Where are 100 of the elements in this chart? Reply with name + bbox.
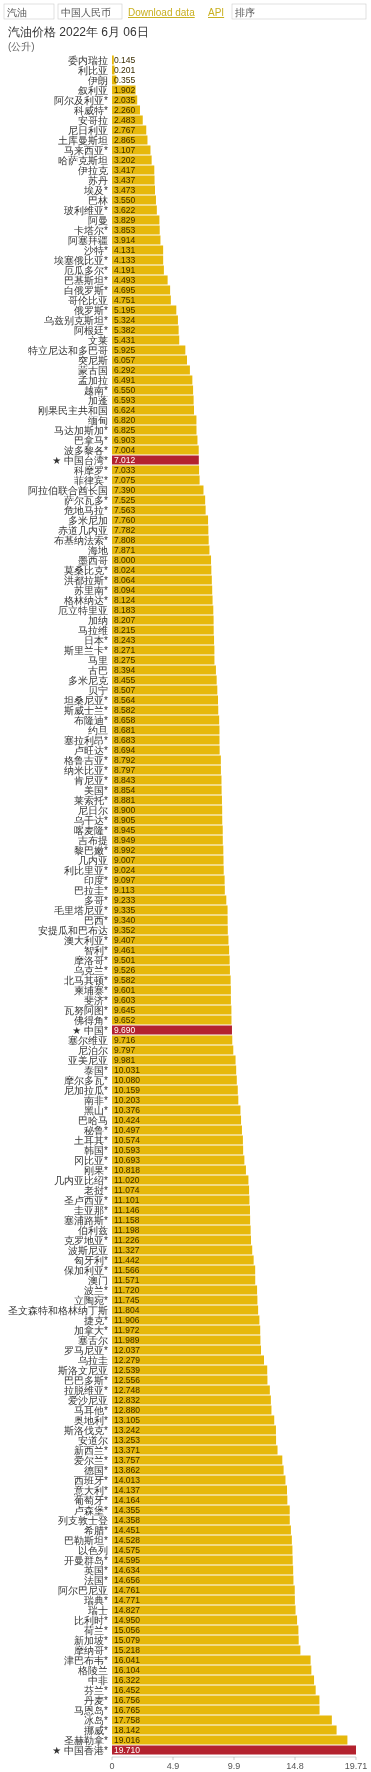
data-label: 3.417	[114, 165, 136, 175]
data-label: 6.550	[114, 385, 136, 395]
y-tick-label: 沙特*	[84, 244, 109, 256]
data-label: 9.007	[114, 855, 136, 865]
y-tick-label: 玻利维亚*	[64, 204, 109, 216]
data-label: 11.571	[114, 1275, 140, 1285]
data-label: 8.843	[114, 775, 136, 785]
data-label: 8.905	[114, 815, 136, 825]
data-label: 8.658	[114, 715, 136, 725]
y-tick-label: 瑞典*	[84, 1594, 109, 1606]
data-label: 5.925	[114, 345, 136, 355]
y-tick-label: 巴拿马*	[74, 434, 109, 446]
data-label: 17.758	[114, 1715, 141, 1725]
data-label: 10.693	[114, 1155, 141, 1165]
data-label: 10.497	[114, 1125, 141, 1135]
y-tick-label: 肯尼亚*	[74, 774, 109, 786]
data-label: 13.242	[114, 1425, 141, 1435]
data-label: 11.442	[114, 1255, 140, 1265]
y-tick-label: 安道尔	[78, 1434, 108, 1446]
y-tick-label: 阿根廷*	[74, 324, 109, 336]
data-label: 15.218	[114, 1645, 141, 1655]
data-label: 13.757	[114, 1455, 141, 1465]
data-label: 10.574	[114, 1135, 141, 1145]
data-label: 11.226	[114, 1235, 140, 1245]
data-label: 9.097	[114, 875, 136, 885]
data-label: 16.452	[114, 1685, 141, 1695]
y-tick-label: 埃塞俄比亚*	[53, 254, 109, 266]
y-tick-label: 巴西*	[84, 914, 109, 926]
y-tick-label: 苏丹	[88, 174, 108, 186]
data-label: 10.424	[114, 1115, 141, 1125]
y-tick-label: 特立尼达和多巴哥	[28, 344, 108, 356]
y-tick-label: 阿尔巴尼亚	[58, 1584, 108, 1596]
y-tick-label: ★ 中国*	[72, 1024, 109, 1036]
y-tick-label: 乌拉圭	[78, 1354, 108, 1366]
data-label: 9.582	[114, 975, 136, 985]
data-label: 11.020	[114, 1175, 140, 1185]
data-label: 11.327	[114, 1245, 140, 1255]
data-label: 8.881	[114, 795, 136, 805]
data-label: 11.745	[114, 1295, 140, 1305]
data-label: 6.624	[114, 405, 136, 415]
y-tick-label: 丹麦*	[84, 1694, 109, 1706]
data-label: 9.024	[114, 865, 136, 875]
data-label: 12.539	[114, 1365, 141, 1375]
x-tick-label: 0	[109, 1761, 115, 1771]
data-label: 7.563	[114, 505, 136, 515]
y-tick-label: 塞舌尔	[78, 1334, 108, 1346]
data-label: 8.094	[114, 585, 136, 595]
data-label: 7.525	[114, 495, 136, 505]
data-label: 11.972	[114, 1325, 140, 1335]
y-tick-label: 约旦	[88, 724, 108, 736]
y-tick-label: 菲律宾*	[74, 474, 109, 486]
y-tick-label: 蒙古国	[78, 364, 108, 376]
data-label: 4.191	[114, 265, 136, 275]
data-label: 2.035	[114, 95, 136, 105]
data-label: 11.198	[114, 1225, 140, 1235]
data-label: 6.903	[114, 435, 136, 445]
text: 汽油	[7, 7, 27, 18]
y-tick-label: 多米尼克	[68, 674, 108, 686]
data-label: 8.000	[114, 555, 136, 565]
data-label: 3.829	[114, 215, 136, 225]
data-label: 16.322	[114, 1675, 141, 1685]
data-label: 8.394	[114, 665, 136, 675]
data-label: 14.164	[114, 1495, 141, 1505]
y-tick-label: 厄立特里亚	[58, 604, 108, 616]
data-label: 13.862	[114, 1465, 141, 1475]
bar	[112, 1025, 232, 1035]
data-label: 9.652	[114, 1015, 136, 1025]
data-label: 8.024	[114, 565, 136, 575]
data-label: 6.820	[114, 415, 136, 425]
y-tick-label: 新加坡*	[74, 1634, 109, 1646]
data-label: 5.324	[114, 315, 136, 325]
y-tick-label: 墨西哥	[78, 554, 108, 566]
y-tick-label: 加蓬	[88, 394, 108, 406]
data-label: 8.854	[114, 785, 136, 795]
y-tick-label: 斯里兰卡*	[64, 644, 109, 656]
y-tick-label: 印度*	[84, 874, 109, 886]
text: 中国人民币	[61, 7, 111, 18]
data-label: 9.233	[114, 895, 136, 905]
y-tick-label: 津巴布韦*	[64, 1654, 109, 1666]
y-tick-label: 巴巴多斯*	[64, 1374, 109, 1386]
data-label: 11.989	[114, 1335, 140, 1345]
data-label: 3.622	[114, 205, 136, 215]
data-label: 9.601	[114, 985, 136, 995]
data-label: 8.275	[114, 655, 136, 665]
y-tick-label: 格陵兰	[77, 1664, 108, 1676]
y-tick-label: 古巴	[88, 664, 108, 676]
data-label: 5.431	[114, 335, 136, 345]
data-label: 3.914	[114, 235, 136, 245]
data-label: 8.681	[114, 725, 136, 735]
data-label: 14.595	[114, 1555, 141, 1565]
data-label: 12.037	[114, 1345, 141, 1355]
data-label: 9.352	[114, 925, 136, 935]
y-tick-label: 圣文森特和格林纳丁斯	[8, 1304, 108, 1316]
y-tick-label: 哥伦比亚	[68, 294, 108, 306]
y-tick-label: 圭亚那*	[74, 1204, 109, 1216]
y-tick-label: 亚美尼亚	[68, 1054, 108, 1066]
y-tick-label: 委内瑞拉	[68, 54, 108, 66]
data-label: 3.550	[114, 195, 136, 205]
data-label: 14.656	[114, 1575, 141, 1585]
y-tick-label: 北马其顿*	[64, 974, 109, 986]
